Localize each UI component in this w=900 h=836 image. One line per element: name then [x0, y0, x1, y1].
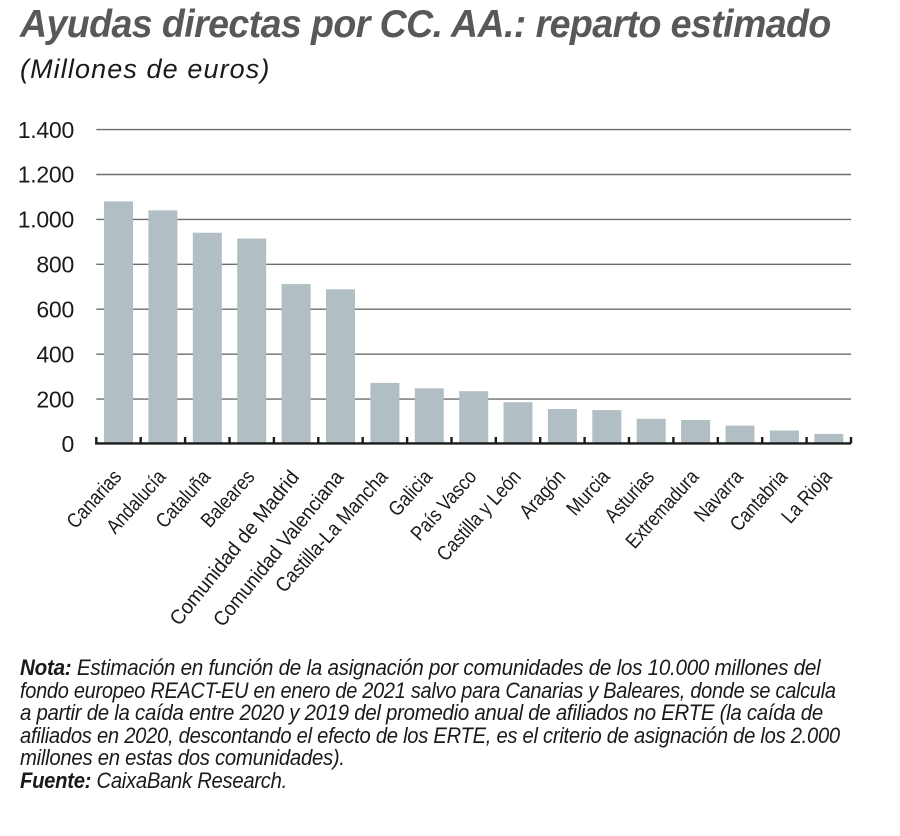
svg-text:1.400: 1.400 — [18, 117, 74, 143]
svg-text:1.200: 1.200 — [18, 162, 74, 188]
svg-text:800: 800 — [36, 252, 74, 278]
svg-text:1.000: 1.000 — [18, 207, 74, 233]
svg-text:400: 400 — [36, 341, 74, 367]
svg-text:Aragón: Aragón — [515, 465, 570, 523]
svg-text:600: 600 — [36, 296, 74, 322]
svg-text:0: 0 — [61, 431, 74, 457]
svg-text:La Rioja: La Rioja — [777, 465, 837, 528]
svg-text:200: 200 — [36, 386, 74, 412]
